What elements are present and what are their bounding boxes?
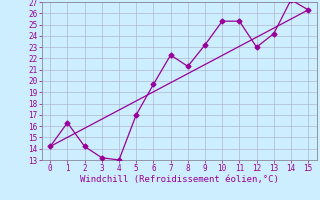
X-axis label: Windchill (Refroidissement éolien,°C): Windchill (Refroidissement éolien,°C) [80, 175, 279, 184]
